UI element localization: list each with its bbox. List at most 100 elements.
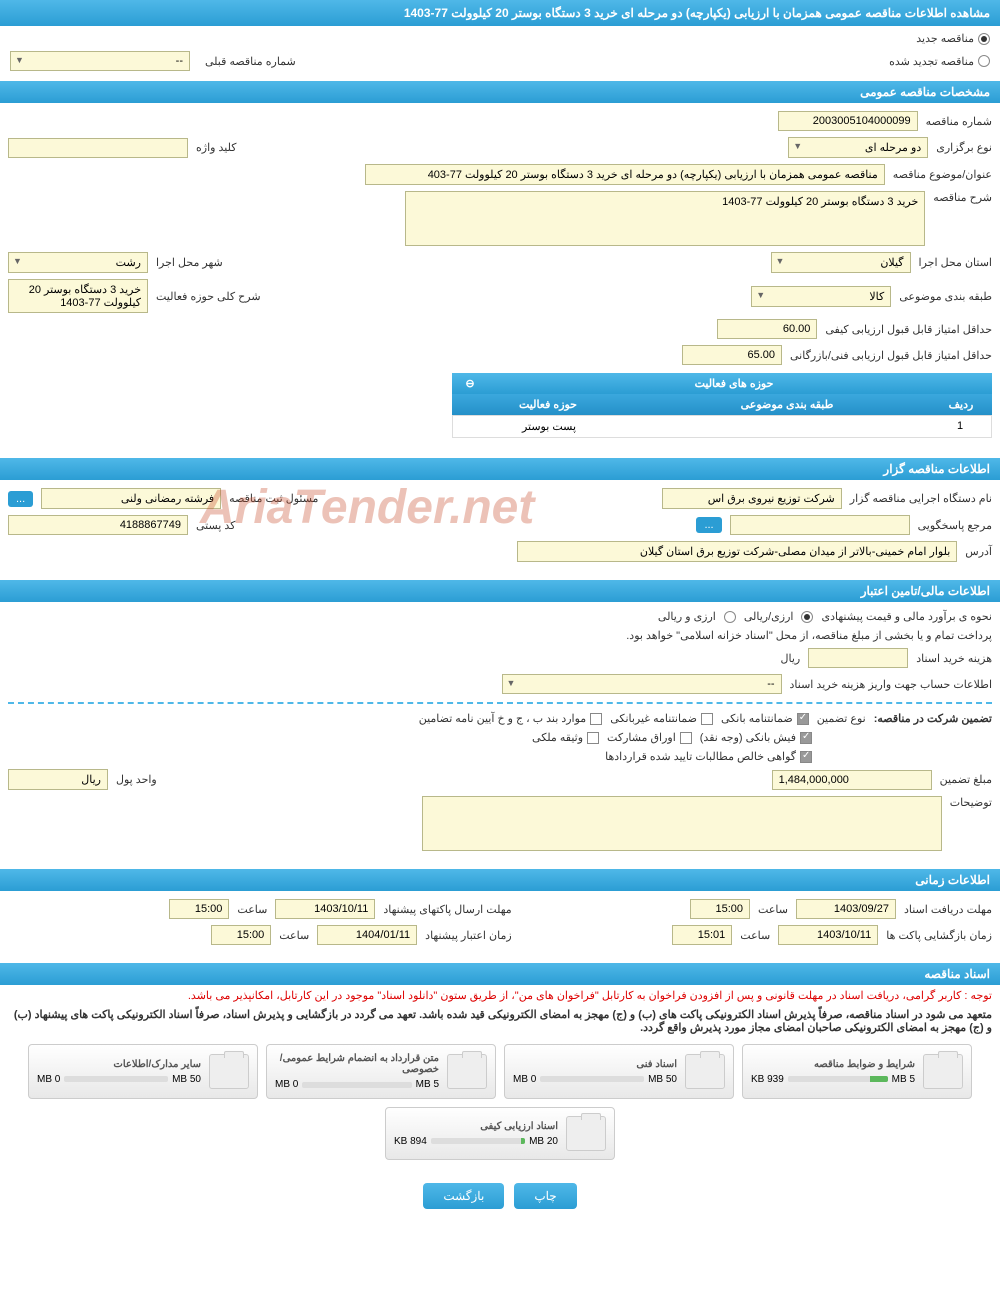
holding-type-dropdown[interactable]: دو مرحله ای (788, 137, 928, 158)
notice-2: متعهد می شود در اسناد مناقصه، صرفاً پذیر… (0, 1006, 1000, 1036)
contact-field (730, 515, 910, 535)
file-title: سایر مدارک/اطلاعات (37, 1059, 201, 1070)
file-card[interactable]: اسناد فنی 50 MB 0 MB (504, 1044, 734, 1099)
currency-field: ریال (8, 769, 108, 790)
org-field: شرکت توزیع نیروی برق اس (662, 488, 842, 509)
amount-label: مبلغ تضمین (940, 773, 992, 786)
min-technical-label: حداقل امتیاز قابل قبول ارزیابی فنی/بازرگ… (790, 349, 992, 362)
file-card[interactable]: سایر مدارک/اطلاعات 50 MB 0 MB (28, 1044, 258, 1099)
file-title: متن قرارداد به انضمام شرایط عمومی/خصوصی (275, 1053, 439, 1075)
category-dropdown[interactable]: کالا (751, 286, 891, 307)
radio-currency-label: ارزی و ریالی (658, 610, 716, 623)
activity-desc-field: خرید 3 دستگاه بوستر 20 کیلوولت 77-1403 (8, 279, 148, 313)
rial-label: ریال (780, 652, 800, 665)
cb-bonds-label: اوراق مشارکت (607, 731, 676, 744)
receive-deadline-date: 1403/09/27 (796, 899, 896, 919)
address-label: آدرس (965, 545, 992, 558)
section-financial: اطلاعات مالی/تامین اعتبار (0, 580, 1000, 602)
cb-cash-label: فیش بانکی (وجه نقد) (700, 731, 796, 744)
file-title: اسناد فنی (513, 1059, 677, 1070)
cell-activity: پست بوستر (459, 420, 639, 433)
folder-icon (685, 1054, 725, 1089)
activity-table: حوزه های فعالیت ⊖ ردیف طبقه بندی موضوعی … (452, 373, 992, 438)
subject-field: مناقصه عمومی همزمان با ارزیابی (یکپارچه)… (365, 164, 885, 185)
send-deadline-time: 15:00 (169, 899, 229, 919)
cell-num: 1 (935, 420, 985, 433)
min-technical-field: 65.00 (682, 345, 782, 365)
file-card[interactable]: شرایط و ضوابط مناقصه 5 MB 939 KB (742, 1044, 972, 1099)
cell-category (639, 420, 935, 433)
send-deadline-date: 1403/10/11 (275, 899, 375, 919)
currency-unit-label: واحد پول (116, 773, 157, 786)
receive-deadline-label: مهلت دریافت اسناد (904, 903, 992, 916)
file-card[interactable]: متن قرارداد به انضمام شرایط عمومی/خصوصی … (266, 1044, 496, 1099)
city-label: شهر محل اجرا (156, 256, 223, 269)
time-label-1: ساعت (758, 903, 788, 916)
cb-property[interactable] (587, 732, 599, 744)
section-general: مشخصات مناقصه عمومی (0, 81, 1000, 103)
time-label-4: ساعت (279, 929, 309, 942)
category-label: طبقه بندی موضوعی (899, 290, 992, 303)
radio-renewed-tender-label: مناقصه تجدید شده (889, 55, 974, 68)
file-total: 5 MB (892, 1074, 915, 1085)
radio-rial[interactable] (801, 611, 813, 623)
estimate-label: نحوه ی برآورد مالی و قیمت پیشنهادی (821, 610, 992, 623)
tender-number-label: شماره مناقصه (926, 115, 992, 128)
activity-desc-label: شرح کلی حوزه فعالیت (156, 290, 261, 303)
account-label: اطلاعات حساب جهت واریز هزینه خرید اسناد (790, 678, 992, 691)
province-label: استان محل اجرا (919, 256, 992, 269)
collapse-icon[interactable]: ⊖ (458, 377, 482, 390)
cb-cash[interactable] (800, 732, 812, 744)
radio-rial-label: ارزی/ریالی (744, 610, 794, 623)
file-total: 20 MB (529, 1136, 558, 1147)
account-dropdown[interactable]: -- (502, 674, 782, 694)
cb-certified[interactable] (800, 751, 812, 763)
file-card[interactable]: اسناد ارزیابی کیفی 20 MB 894 KB (385, 1107, 615, 1160)
address-field: بلوار امام خمینی-بالاتر از میدان مصلی-شر… (517, 541, 957, 562)
back-button[interactable]: بازگشت (423, 1183, 504, 1209)
cb-certified-label: گواهی خالص مطالبات تایید شده قراردادها (605, 750, 796, 763)
doc-cost-field[interactable] (808, 648, 908, 668)
cb-bank-guarantee[interactable] (797, 713, 809, 725)
postal-field: 4188867749 (8, 515, 188, 535)
section-documents: اسناد مناقصه (0, 963, 1000, 985)
responsible-more-button[interactable]: ... (8, 491, 33, 507)
time-label-2: ساعت (237, 903, 267, 916)
cb-nonbank-guarantee[interactable] (701, 713, 713, 725)
section-timing: اطلاعات زمانی (0, 869, 1000, 891)
keyword-field[interactable] (8, 138, 188, 158)
responsible-field: فرشته رمضانی ولنی (41, 488, 221, 509)
cb-bank-guarantee-label: ضمانتنامه بانکی (721, 712, 793, 725)
radio-new-tender[interactable] (978, 33, 990, 45)
section-organizer: اطلاعات مناقصه گزار (0, 458, 1000, 480)
cb-regulation[interactable] (590, 713, 602, 725)
radio-currency[interactable] (724, 611, 736, 623)
file-total: 50 MB (172, 1074, 201, 1085)
org-label: نام دستگاه اجرایی مناقصه گزار (850, 492, 992, 505)
description-field: خرید 3 دستگاه بوستر 20 کیلوولت 77-1403 (405, 191, 925, 246)
print-button[interactable]: چاپ (514, 1183, 576, 1209)
cb-bonds[interactable] (680, 732, 692, 744)
file-title: شرایط و ضوابط مناقصه (751, 1059, 915, 1070)
radio-renewed-tender[interactable] (978, 55, 990, 67)
col-num: ردیف (936, 398, 986, 411)
validity-label: زمان اعتبار پیشنهاد (425, 929, 512, 942)
contact-label: مرجع پاسخگویی (918, 519, 992, 532)
participation-label: تضمین شرکت در مناقصه: (874, 712, 992, 725)
doc-cost-label: هزینه خرید اسناد (916, 652, 992, 665)
payment-note: پرداخت تمام و یا بخشی از مبلغ مناقصه، از… (626, 629, 992, 642)
opening-time: 15:01 (672, 925, 732, 945)
notes-field[interactable] (422, 796, 942, 851)
province-dropdown[interactable]: گیلان (771, 252, 911, 273)
validity-date: 1404/01/11 (317, 925, 417, 945)
file-total: 5 MB (416, 1079, 439, 1090)
send-deadline-label: مهلت ارسال پاکتهای پیشنهاد (383, 903, 511, 916)
city-dropdown[interactable]: رشت (8, 252, 148, 273)
prev-tender-dropdown[interactable]: -- (10, 51, 190, 71)
radio-new-tender-label: مناقصه جدید (916, 32, 974, 45)
file-used: 0 MB (513, 1074, 536, 1085)
folder-icon (209, 1054, 249, 1089)
holding-type-label: نوع برگزاری (936, 141, 992, 154)
contact-more-button[interactable]: ... (696, 517, 721, 533)
file-used: 0 MB (275, 1079, 298, 1090)
